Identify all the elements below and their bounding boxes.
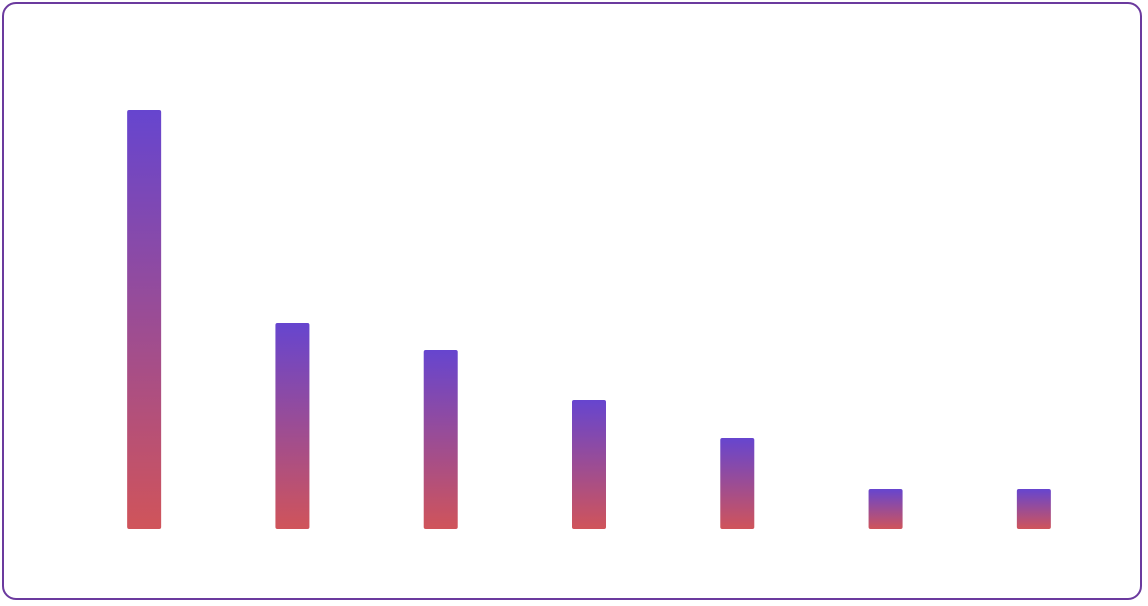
bar	[868, 489, 903, 529]
bar	[127, 110, 162, 529]
chart-frame	[2, 2, 1142, 600]
bar	[423, 350, 458, 529]
bar	[1016, 489, 1051, 529]
bar	[275, 323, 310, 529]
bar	[720, 438, 755, 529]
bar	[572, 400, 606, 529]
